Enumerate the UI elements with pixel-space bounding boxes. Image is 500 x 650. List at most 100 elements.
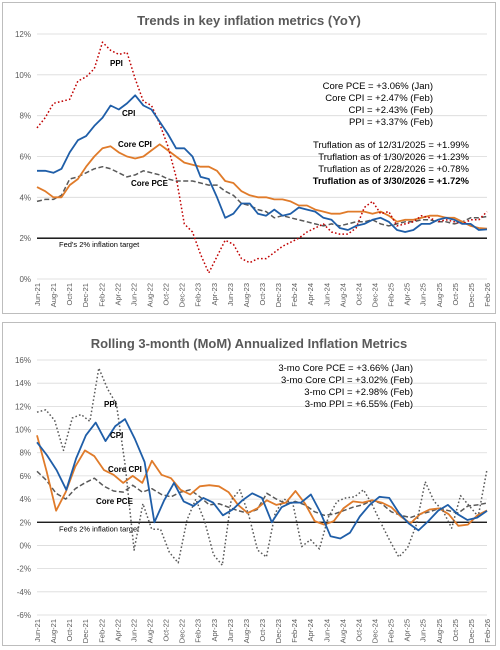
series-label-core-cpi: Core CPI	[108, 465, 142, 474]
mom-chart-svg: -6% -4% -2% 0% 2% 4% 6% 8% 10% 12% 14% 16% Jun-21 Aug…	[15, 356, 492, 643]
x-tick-label: Oct-24	[354, 619, 363, 642]
y-tick-label: -6%	[17, 611, 31, 620]
annotation-ppi: PPI = +3.37% (Feb)	[349, 117, 433, 128]
x-tick-label: Aug-24	[338, 619, 347, 643]
x-tick-label: Aug-21	[49, 619, 58, 643]
annotation-truflation-3: Truflation as of 2/28/2026 = +0.78%	[318, 164, 469, 175]
annotation-core-cpi: Core CPI = +2.47% (Feb)	[325, 93, 433, 104]
series-label-core-pce: Core PCE	[96, 497, 134, 506]
x-tick-label: Oct-21	[65, 283, 74, 306]
x-tick-label: Apr-24	[306, 619, 315, 642]
chart-title: Trends in key inflation metrics (YoY)	[137, 13, 361, 28]
x-tick-label: Dec-22	[178, 283, 187, 307]
x-tick-label: Aug-22	[146, 283, 155, 307]
x-tick-label: Oct-22	[162, 619, 171, 642]
x-tick-label: Feb-24	[290, 619, 299, 643]
fed-target-label: Fed's 2% inflation target	[59, 524, 140, 533]
x-tick-label: Aug-23	[242, 283, 251, 307]
x-tick-label: Jun-21	[33, 619, 42, 642]
chart-title: Rolling 3-month (MoM) Annualized Inflati…	[90, 336, 408, 351]
x-tick-label: Jun-22	[129, 619, 138, 642]
x-tick-label: Jun-25	[419, 619, 428, 642]
x-tick-label: Oct-21	[65, 619, 74, 642]
y-tick-label: 0%	[19, 275, 31, 284]
x-tick-label: Aug-25	[435, 283, 444, 307]
series-label-ppi: PPI	[104, 400, 117, 409]
x-tick-label: Dec-23	[274, 283, 283, 307]
y-tick-label: 2%	[19, 234, 31, 243]
x-tick-label: Feb-24	[290, 283, 299, 307]
series-line-cpi	[36, 418, 488, 540]
y-tick-label: 2%	[19, 518, 31, 527]
x-tick-label: Feb-25	[387, 619, 396, 643]
annotation-cpi: CPI = +2.43% (Feb)	[348, 105, 433, 116]
mom-chart-panel: Rolling 3-month (MoM) Annualized Inflati…	[2, 322, 496, 646]
x-tick-label: Feb-26	[483, 619, 492, 643]
y-tick-label: 0%	[19, 541, 31, 550]
x-tick-label: Jun-24	[322, 283, 331, 306]
y-tick-label: 8%	[19, 112, 31, 121]
x-tick-label: Apr-22	[113, 619, 122, 642]
x-tick-label: Dec-24	[371, 619, 380, 643]
y-tick-label: 4%	[19, 193, 31, 202]
y-tick-label: 8%	[19, 449, 31, 458]
y-tick-label: -2%	[17, 565, 31, 574]
annotation-3mo-cpi: 3-mo CPI = +2.98% (Feb)	[304, 387, 413, 398]
series-label-core-pce: Core PCE	[131, 179, 169, 188]
series-line-ppi	[36, 41, 488, 274]
series-label-ppi: PPI	[110, 59, 123, 68]
x-tick-label: Feb-22	[97, 619, 106, 643]
annotation-truflation-4: Truflation as of 3/30/2026 = +1.72%	[312, 176, 469, 187]
annotation-core-pce: Core PCE = +3.06% (Jan)	[322, 81, 433, 92]
x-tick-label: Oct-25	[451, 619, 460, 642]
annotation-truflation-1: Truflation as of 12/31/2025 = +1.99%	[313, 140, 469, 151]
y-tick-label: 10%	[15, 71, 31, 80]
y-tick-label: 14%	[15, 379, 31, 388]
x-tick-label: Feb-26	[483, 283, 492, 307]
x-tick-label: Jun-21	[33, 283, 42, 306]
yoy-chart-svg: 0% 2% 4% 6% 8% 10% 12% Jun-21 Aug-21 Oct-21 Dec-21…	[15, 30, 492, 307]
x-tick-label: Oct-25	[451, 283, 460, 306]
x-tick-label: Apr-25	[403, 283, 412, 306]
y-tick-label: 12%	[15, 30, 31, 39]
x-tick-label: Aug-23	[242, 619, 251, 643]
x-tick-label: Aug-24	[338, 283, 347, 307]
x-tick-label: Dec-21	[81, 283, 90, 307]
x-tick-label: Jun-22	[129, 283, 138, 306]
y-tick-label: 12%	[15, 402, 31, 411]
x-tick-label: Oct-23	[258, 619, 267, 642]
series-line-core-cpi	[36, 143, 488, 230]
y-tick-label: 4%	[19, 495, 31, 504]
annotation-3mo-core-cpi: 3-mo Core CPI = +3.02% (Feb)	[281, 375, 413, 386]
x-tick-label: Apr-23	[210, 619, 219, 642]
series-label-cpi: CPI	[110, 431, 123, 440]
series-line-ppi	[36, 367, 488, 566]
x-tick-label: Apr-23	[210, 283, 219, 306]
y-tick-label: 16%	[15, 356, 31, 365]
series-line-core-cpi	[36, 435, 488, 527]
x-tick-label: Oct-23	[258, 283, 267, 306]
x-tick-label: Feb-23	[194, 283, 203, 307]
y-tick-label: 6%	[19, 153, 31, 162]
x-tick-label: Apr-25	[403, 619, 412, 642]
x-tick-label: Dec-25	[467, 619, 476, 643]
x-tick-label: Aug-25	[435, 619, 444, 643]
annotation-truflation-2: Truflation as of 1/30/2026 = +1.23%	[318, 152, 469, 163]
fed-target-label: Fed's 2% inflation target	[59, 240, 140, 249]
series-line-core-pce	[36, 470, 488, 519]
yoy-chart-panel: Trends in key inflation metrics (YoY) 0%…	[2, 2, 496, 314]
x-tick-label: Dec-22	[178, 619, 187, 643]
x-tick-label: Aug-21	[49, 283, 58, 307]
x-tick-label: Dec-21	[81, 619, 90, 643]
series-label-core-cpi: Core CPI	[118, 140, 152, 149]
series-label-cpi: CPI	[122, 109, 135, 118]
y-tick-label: -4%	[17, 588, 31, 597]
x-tick-label: Feb-25	[387, 283, 396, 307]
y-tick-label: 10%	[15, 426, 31, 435]
x-tick-label: Dec-25	[467, 283, 476, 307]
x-tick-label: Dec-24	[371, 283, 380, 307]
x-tick-label: Dec-23	[274, 619, 283, 643]
annotation-3mo-ppi: 3-mo PPI = +6.55% (Feb)	[304, 399, 413, 410]
x-tick-label: Jun-24	[322, 619, 331, 642]
x-tick-label: Apr-22	[113, 283, 122, 306]
